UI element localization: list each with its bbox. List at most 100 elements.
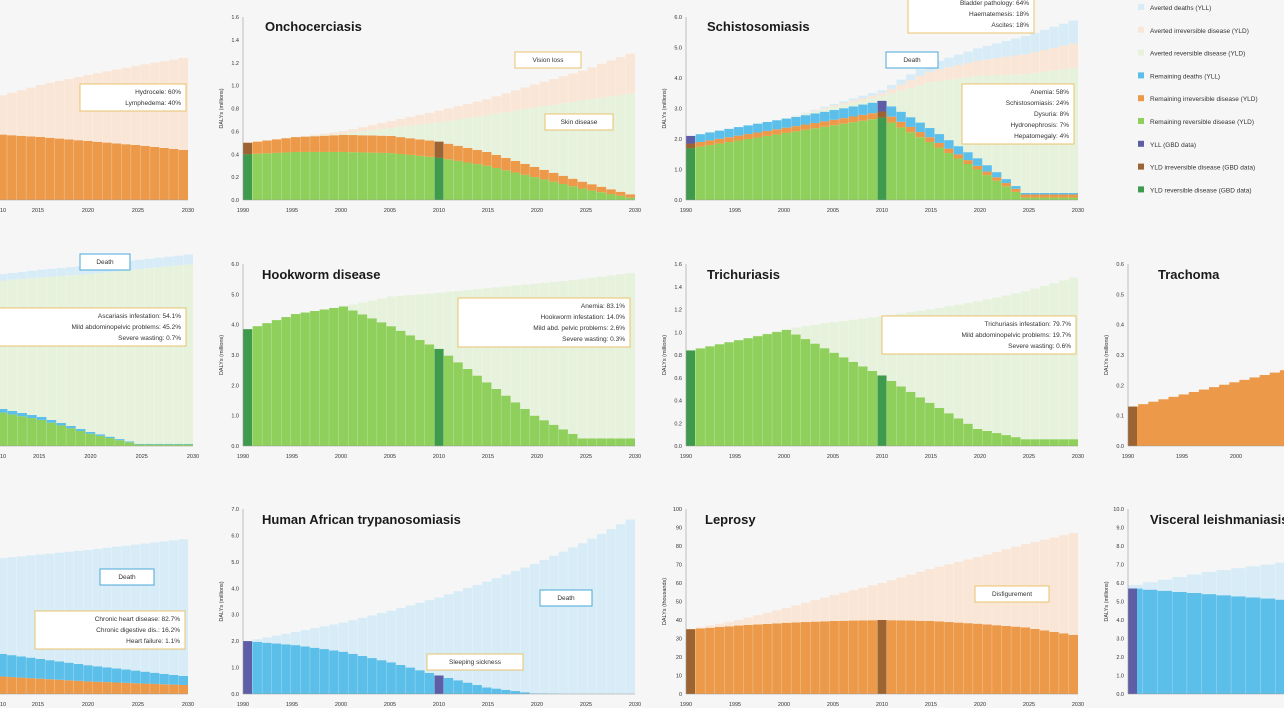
series-bar-segment — [934, 142, 945, 148]
annotation-text: Severe wasting: 0.3% — [562, 336, 625, 343]
series-bar-segment — [453, 145, 464, 161]
series-bar-segment — [121, 144, 132, 200]
annotation-box — [544, 113, 614, 131]
y-tick-label: 0.4 — [674, 399, 682, 405]
x-tick-label: 2020 — [974, 702, 986, 708]
series-bar-segment — [791, 116, 802, 127]
legend-swatch — [1138, 49, 1144, 56]
series-bar-segment — [462, 103, 473, 119]
y-axis-label: DALYs (millions) — [1104, 581, 1110, 621]
y-tick-label: 7.0 — [231, 507, 239, 513]
y-tick-label: 0.2 — [674, 421, 682, 427]
series-bar-segment — [925, 569, 935, 621]
y-axis-label: DALYs (millions) — [219, 581, 225, 621]
series-bar-segment — [848, 361, 859, 446]
series-bar-segment — [262, 153, 273, 200]
y-tick-label: 0.8 — [674, 353, 682, 359]
series-bar-segment — [501, 395, 512, 446]
series-bar-segment — [963, 160, 974, 165]
y-axis-label: DALYs (millions) — [219, 88, 225, 128]
series-bar-segment — [1201, 594, 1217, 694]
series-bar-segment — [121, 669, 132, 683]
series-bar-segment — [66, 267, 77, 276]
series-bar-segment — [1229, 382, 1240, 446]
x-tick-label: 2015 — [32, 208, 44, 214]
series-bar-segment — [934, 408, 945, 446]
series-bar-segment — [73, 550, 84, 664]
series-bar-segment — [1049, 283, 1060, 440]
y-axis-label: DALYs (millions) — [662, 88, 668, 128]
series-bar-segment — [376, 660, 387, 694]
plot-area — [243, 53, 635, 200]
series-bar-segment — [491, 578, 502, 689]
series-bar-segment — [168, 684, 179, 694]
series-bar-segment — [905, 117, 916, 127]
series-bar-segment — [159, 541, 170, 674]
series-bar-segment — [7, 135, 17, 200]
series-bar-segment — [1239, 379, 1250, 446]
x-tick-label: 2015 — [925, 208, 937, 214]
series-bar-segment — [114, 271, 126, 440]
series-bar-segment — [982, 299, 993, 431]
series-bar-segment — [705, 145, 716, 200]
series-bar-segment — [376, 123, 387, 130]
annotation-text: Hydrocele: 60% — [135, 89, 181, 96]
series-bar-segment — [733, 127, 744, 136]
x-tick-label: 1995 — [1176, 454, 1188, 460]
series-bar-segment — [1039, 29, 1050, 50]
chart-panel-oncho: 0.0 0.2 0.4 0.6 0.8 1.0 1.2 1.4 1.6 DALYs (millio… — [219, 15, 641, 214]
series-bar-segment — [35, 137, 46, 200]
series-bar-segment — [568, 433, 578, 446]
series-bar-segment — [1039, 49, 1050, 72]
series-bar-segment — [46, 268, 57, 277]
series-bar-segment — [75, 430, 86, 446]
series-bar-segment — [858, 95, 869, 99]
gbd-bar-segment — [1128, 406, 1137, 446]
series-bar-segment — [482, 151, 492, 166]
series-bar-segment — [529, 177, 540, 200]
annotation-text: Mild abd. pelvic problems: 2.6% — [533, 325, 625, 332]
series-bar-segment — [149, 683, 160, 694]
gbd-bar-segment — [686, 629, 695, 694]
annotation-box-death — [539, 589, 593, 607]
y-tick-label: 1.0 — [231, 84, 239, 90]
series-bar-segment — [111, 546, 122, 669]
series-bar-segment — [130, 683, 141, 694]
series-bar-segment — [819, 106, 830, 109]
series-bar-segment — [520, 163, 531, 175]
series-bar-segment — [615, 195, 626, 200]
series-bar-segment — [772, 623, 782, 694]
series-bar-segment — [1020, 35, 1031, 55]
series-bar-segment — [140, 543, 151, 672]
x-tick-label: 2030 — [1072, 454, 1084, 460]
series-bar-segment — [1058, 197, 1069, 200]
series-bar-segment — [991, 43, 1002, 59]
series-bar-segment — [348, 620, 359, 654]
legend-swatch — [1138, 186, 1144, 193]
series-bar-segment — [905, 132, 916, 200]
series-bar-segment — [66, 425, 77, 429]
series-bar-segment — [178, 539, 188, 676]
series-bar-segment — [915, 85, 926, 123]
x-tick-label: 2015 — [925, 702, 937, 708]
series-bar-segment — [991, 58, 1002, 76]
x-tick-label: 2015 — [32, 702, 44, 708]
series-bar-segment — [1128, 584, 1144, 589]
x-tick-label: 2015 — [33, 454, 45, 460]
series-bar-segment — [1157, 590, 1173, 694]
series-bar-segment — [625, 438, 635, 446]
series-bar-segment — [83, 665, 94, 682]
series-bar-segment — [338, 151, 349, 200]
series-bar-segment — [319, 135, 330, 136]
series-bar-segment — [714, 627, 725, 694]
gbd-bar-segment — [877, 100, 887, 112]
series-bar-segment — [121, 545, 132, 670]
series-bar-segment — [982, 165, 993, 172]
series-bar-segment — [762, 121, 773, 131]
series-bar-segment — [348, 135, 359, 153]
series-bar-segment — [810, 111, 821, 114]
series-bar-segment — [27, 414, 38, 419]
series-bar-segment — [1039, 194, 1050, 198]
series-bar-segment — [972, 623, 983, 694]
series-bar-segment — [587, 438, 598, 446]
